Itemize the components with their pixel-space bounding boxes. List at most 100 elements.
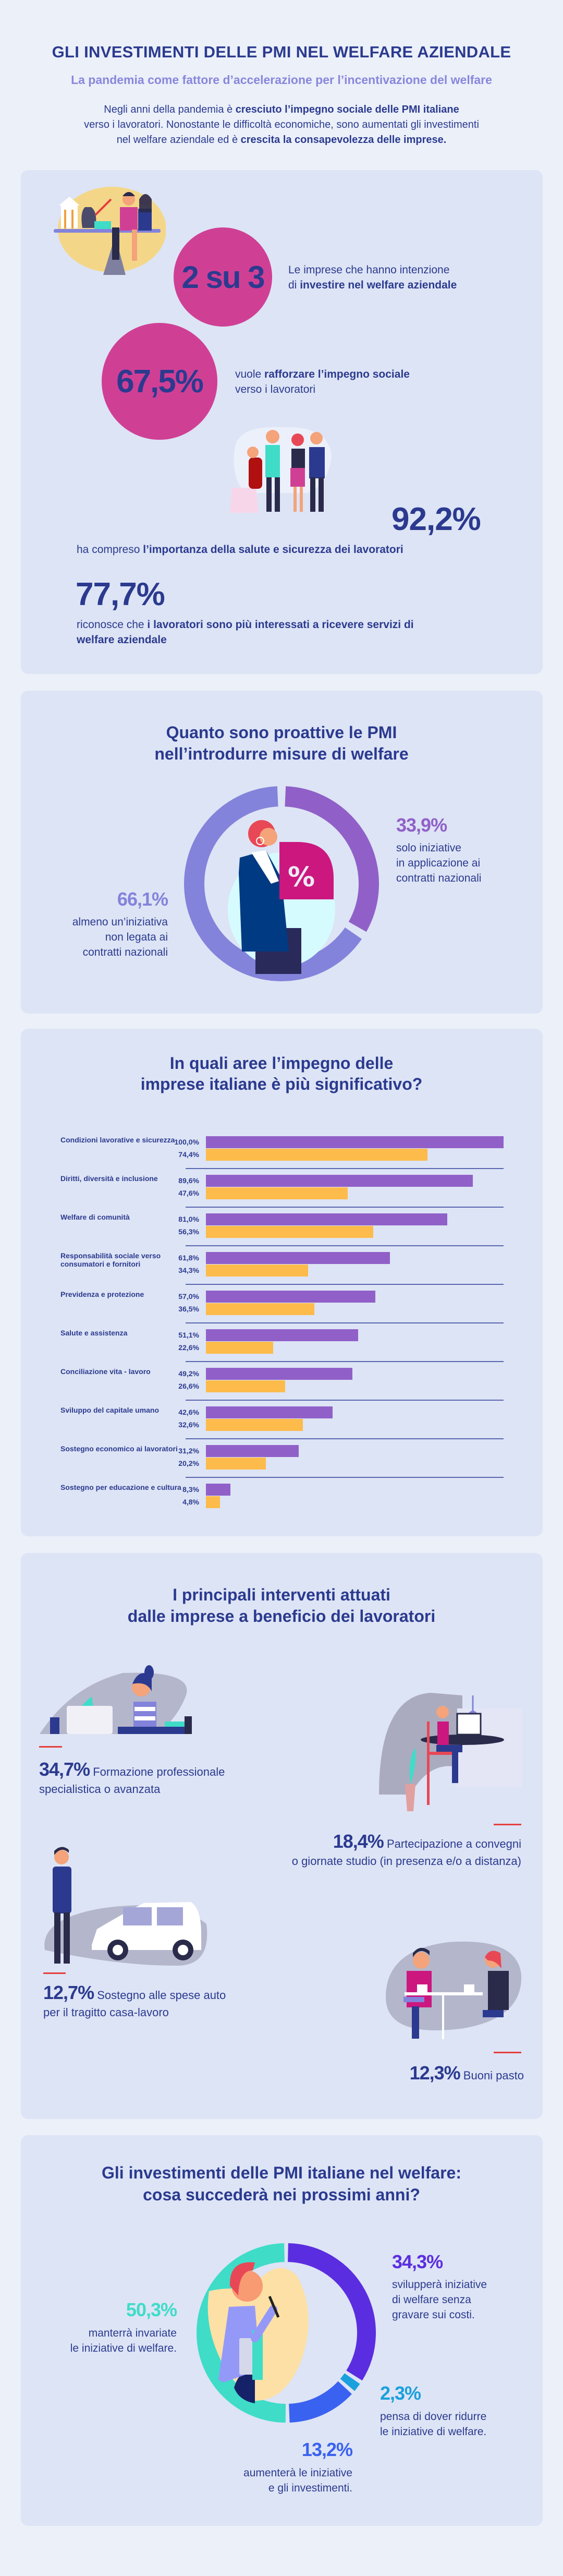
lunch-table-illustration [386, 1941, 522, 2039]
woman-desk-illustration [379, 1693, 522, 1811]
stat-circle-2-su-3: 2 su 3 [174, 227, 272, 327]
bar-series-2 [206, 1226, 374, 1238]
stat-value-77-7: 77,7% [76, 576, 165, 612]
title-line: In quali aree l’impegno delle [169, 1054, 394, 1073]
bar-value-label: 31,2% [178, 1447, 199, 1455]
text-line: manterrà invariate [88, 2327, 177, 2339]
page-title: GLI INVESTIMENTI DELLE PMI NEL WELFARE A… [52, 43, 511, 61]
intervention-value: 12,7% [43, 1982, 94, 2003]
bar-series-2 [206, 1265, 308, 1277]
text-line: pensa di dover ridurre [380, 2411, 487, 2423]
bar-series-2 [206, 1149, 427, 1161]
future-value-increase: 13,2% [301, 2439, 353, 2460]
bar-value-label: 49,2% [178, 1369, 199, 1378]
future-value-reduce: 2,3% [380, 2382, 421, 2404]
stat-description: Le imprese che hanno intenzione di inves… [288, 262, 533, 293]
intro-highlight: crescita la consapevolezza delle imprese… [240, 134, 447, 146]
bar-value-label: 36,5% [178, 1305, 199, 1313]
text-line: contratti nazionali [396, 872, 482, 884]
bar-value-label: 32,6% [178, 1421, 199, 1429]
proactivity-left-value: 66,1% [117, 888, 168, 910]
bar-value-label: 47,6% [178, 1189, 199, 1197]
row-divider [186, 1245, 504, 1246]
future-donut-segment [197, 2243, 286, 2423]
interventions-title: I principali interventi attuati dalle im… [21, 1584, 542, 1627]
woman-holding-percent-illustration: % [228, 820, 335, 974]
future-title: Gli investimenti delle PMI italiane nel … [21, 2162, 542, 2206]
stat-description: ha compreso l’importanza della salute e … [77, 542, 535, 557]
accent-dash [494, 1824, 521, 1825]
category-label: Condizioni lavorative e sicurezza [60, 1136, 175, 1144]
bar-series-1 [206, 1136, 504, 1148]
future-text-increase: aumenterà le iniziative e gli investimen… [243, 2465, 352, 2496]
text-line: non legata ai [105, 931, 168, 943]
future-text-maintain: manterrà invariate le iniziative di welf… [70, 2326, 177, 2356]
bar-series-2 [206, 1303, 315, 1315]
row-divider [186, 1477, 504, 1478]
stat-highlight: investire nel welfare aziendale [300, 279, 457, 291]
bar-value-label: 22,6% [178, 1343, 199, 1352]
title-line: nell’introdurre misure di welfare [154, 744, 409, 763]
intro-text: verso i lavoratori. Nonostante le diffic… [84, 119, 479, 130]
bar-value-label: 56,3% [178, 1227, 199, 1236]
intervention-item: 34,7% Formazione professionale specialis… [39, 1759, 225, 1798]
text-line: e gli investimenti. [268, 2482, 352, 2494]
bar-series-2 [206, 1187, 348, 1199]
bar-value-label: 74,4% [178, 1150, 199, 1159]
future-donut-segment [340, 2373, 360, 2391]
stat-circle-67-5: 67,5% [102, 323, 217, 440]
category-label: Sostegno per educazione e cultura [60, 1483, 181, 1491]
stat-description: riconosce che i lavoratori sono più inte… [77, 617, 452, 647]
bar-value-label: 89,6% [178, 1176, 199, 1185]
bar-value-label: 100,0% [174, 1138, 199, 1146]
text-line: in applicazione ai [396, 857, 481, 869]
category-label: Responsabilità sociale verso consumatori… [60, 1251, 161, 1268]
stat-highlight: i lavoratori sono più interessati a rice… [77, 619, 414, 646]
row-divider [186, 1168, 504, 1169]
people-talking-illustration [230, 427, 332, 513]
future-text-reduce: pensa di dover ridurre le iniziative di … [380, 2409, 486, 2439]
title-line: imprese italiane è più significativo? [140, 1075, 423, 1093]
bar-series-1 [206, 1329, 358, 1341]
areas-title: In quali aree l’impegno delle imprese it… [21, 1053, 542, 1094]
category-label: Sostegno economico ai lavoratori [60, 1445, 178, 1453]
text-line: contratti nazionali [82, 946, 168, 958]
stat-highlight: l’importanza della salute e sicurezza de… [143, 544, 403, 556]
title-line: I principali interventi attuati [173, 1585, 390, 1604]
bar-value-label: 42,6% [178, 1408, 199, 1416]
intervention-value: 34,7% [39, 1759, 90, 1780]
bar-series-1 [206, 1291, 376, 1303]
bar-series-1 [206, 1445, 299, 1457]
category-label: Welfare di comunità [60, 1213, 130, 1221]
stat-value: 2 su 3 [181, 259, 265, 295]
intervention-value: 12,3% [409, 2062, 461, 2084]
proactivity-right-text: solo iniziative in applicazione ai contr… [396, 840, 481, 886]
bar-series-1 [206, 1213, 447, 1225]
intervention-label: Partecipazione a convegni [386, 1837, 521, 1850]
proactivity-donut-chart: % [184, 786, 379, 981]
proactivity-title: Quanto sono proattive le PMI nell’introd… [21, 722, 542, 765]
areas-card [21, 1029, 543, 1536]
stat-highlight: rafforzare l’impegno sociale [264, 368, 410, 380]
text-line: svilupperà iniziative [392, 2279, 487, 2291]
intervention-label: per il tragitto casa-lavoro [43, 2006, 169, 2019]
intervention-label: specialistica o avanzata [39, 1783, 161, 1796]
stat-text: verso i lavoratori [235, 383, 316, 395]
future-value-maintain: 50,3% [126, 2299, 177, 2320]
text-line: solo iniziative [396, 842, 461, 854]
row-divider [186, 1400, 504, 1401]
stat-text: riconosce che [77, 619, 148, 631]
bar-series-2 [206, 1458, 266, 1470]
text-line: almeno un’iniziativa [72, 916, 168, 928]
proactivity-donut-segment [285, 786, 379, 932]
intro-highlight: cresciuto l’impegno sociale delle PMI it… [235, 104, 459, 115]
stat-description: vuole rafforzare l’impegno sociale verso… [235, 367, 527, 397]
bar-series-2 [206, 1342, 274, 1354]
text-line: aumenterà le iniziative [243, 2467, 352, 2479]
category-label: Diritti, diversità e inclusione [60, 1174, 158, 1183]
bar-value-label: 81,0% [178, 1215, 199, 1223]
bar-series-1 [206, 1252, 390, 1264]
bar-value-label: 26,6% [178, 1382, 199, 1390]
bar-value-label: 4,8% [182, 1498, 199, 1506]
accent-dash [494, 2052, 521, 2053]
